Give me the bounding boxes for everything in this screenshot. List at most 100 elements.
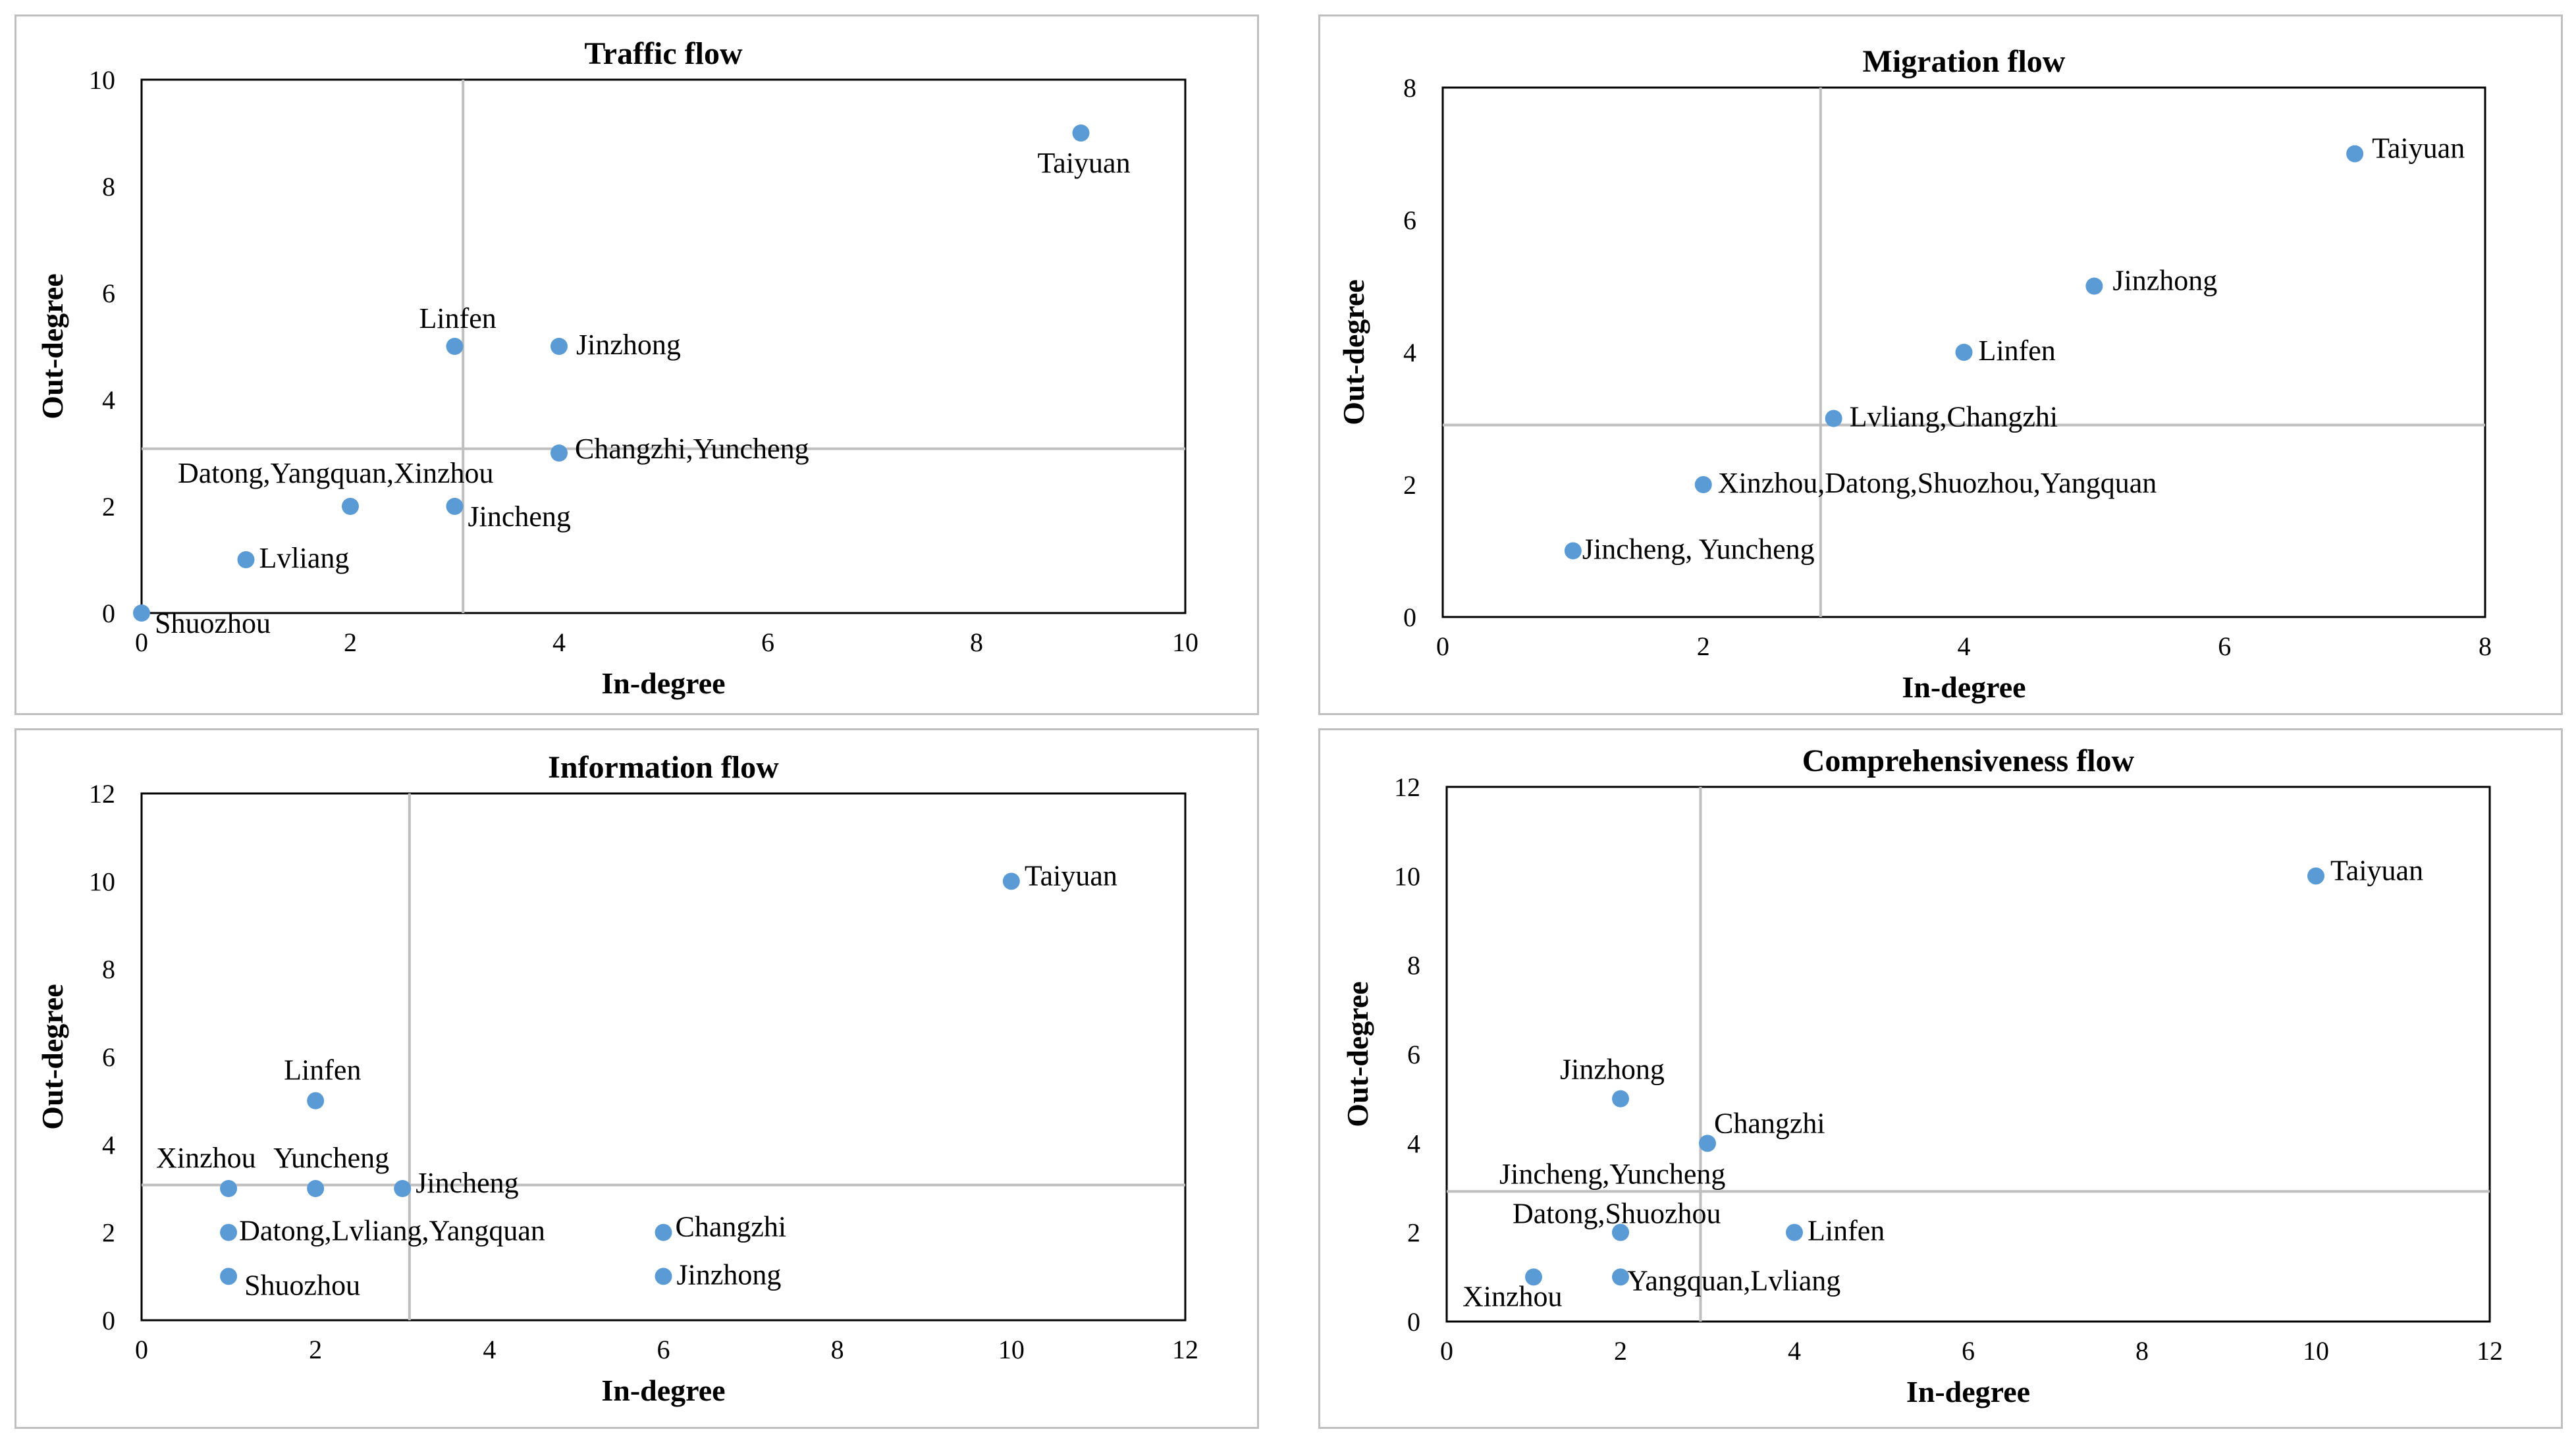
point-label: Datong,Shuozhou <box>1513 1198 1721 1230</box>
information-flow-svg: Information flow 0 2 4 6 8 10 12 0 2 4 6 8 10 12 In-deg… <box>36 750 1198 1407</box>
point-label: Taiyuan <box>1038 147 1131 179</box>
scatter-point <box>1564 542 1582 560</box>
scatter-point <box>1002 872 1020 890</box>
y-tick-label: 10 <box>89 65 115 95</box>
scatter-point <box>307 1092 325 1110</box>
y-tick-label: 8 <box>1407 951 1420 980</box>
y-tick-label: 10 <box>1394 861 1420 891</box>
x-tick-label: 0 <box>135 628 148 657</box>
scatter-point <box>2085 277 2103 295</box>
scatter-point <box>2307 867 2324 885</box>
y-tick-label: 2 <box>102 1218 115 1248</box>
point-label: Jincheng <box>416 1167 518 1199</box>
scatter-point <box>655 1223 672 1241</box>
point-label: Jinzhong <box>677 1258 782 1291</box>
point-label: Linfen <box>419 302 496 335</box>
comprehensiveness-flow-chart-panel: Comprehensiveness flow 0 2 4 6 8 10 12 0 2 4 6 8 10 12… <box>1318 728 2563 1429</box>
scatter-point <box>1612 1268 1629 1286</box>
x-tick-label: 8 <box>2479 631 2492 661</box>
point-label: Taiyuan <box>1025 859 1117 892</box>
x-tick-label: 4 <box>1788 1336 1801 1366</box>
information-flow-plot-area <box>140 792 1187 1322</box>
scatter-point <box>446 338 464 355</box>
point-label: Changzhi <box>676 1211 787 1243</box>
x-tick-label: 2 <box>309 1335 322 1364</box>
x-tick-label: 4 <box>483 1335 496 1364</box>
scatter-point <box>1072 124 1090 142</box>
point-label: Xinzhou <box>1462 1280 1563 1312</box>
y-tick-label: 4 <box>1403 338 1416 367</box>
point-label: Lvliang,Changzhi <box>1850 401 2058 433</box>
y-tick-label: 6 <box>102 279 115 308</box>
scatter-point <box>1525 1268 1542 1286</box>
migration-flow-title: Migration flow <box>1863 44 2066 79</box>
scatter-point <box>1612 1090 1629 1108</box>
scatter-point <box>133 604 150 622</box>
y-tick-label: 2 <box>1403 470 1416 500</box>
point-label: Changzhi,Yuncheng <box>575 433 809 465</box>
traffic-flow-svg: Traffic flow 0 2 4 6 8 10 0 2 4 6 8 10 In-degree Out-d… <box>36 36 1198 700</box>
information-flow-chart-panel: Information flow 0 2 4 6 8 10 12 0 2 4 6 8 10 12 In-deg… <box>14 728 1259 1429</box>
y-tick-label: 2 <box>1407 1218 1420 1248</box>
point-label: Jinzhong <box>576 329 681 361</box>
point-label: Jincheng <box>468 500 571 533</box>
x-tick-label: 4 <box>1958 631 1971 661</box>
x-tick-label: 8 <box>831 1335 844 1364</box>
x-tick-label: 6 <box>657 1335 670 1364</box>
point-label: Linfen <box>284 1054 361 1086</box>
point-label: Lvliang <box>259 542 350 574</box>
scatter-point <box>342 498 359 515</box>
x-tick-label: 12 <box>1172 1335 1198 1364</box>
scatter-point <box>550 338 568 355</box>
scatter-point <box>220 1223 238 1241</box>
y-tick-label: 8 <box>1403 73 1416 103</box>
y-tick-label: 10 <box>89 867 115 896</box>
migration-flow-chart-panel: Migration flow 0 2 4 6 8 0 2 4 6 8 In-degree Out-deg… <box>1318 14 2563 715</box>
point-label: Xinzhou <box>156 1142 256 1174</box>
information-flow-x-axis-label: In-degree <box>601 1374 725 1407</box>
y-tick-label: 12 <box>1394 772 1420 802</box>
migration-flow-x-axis-label: In-degree <box>1902 670 2026 704</box>
y-tick-label: 4 <box>102 1130 115 1160</box>
scatter-point <box>1694 476 1712 493</box>
scatter-point <box>2346 145 2364 163</box>
point-label: Xinzhou,Datong,Shuozhou,Yangquan <box>1718 467 2157 499</box>
information-flow-title: Information flow <box>548 750 779 785</box>
x-tick-label: 0 <box>135 1335 148 1364</box>
migration-flow-svg: Migration flow 0 2 4 6 8 0 2 4 6 8 In-degree Out-deg… <box>1337 44 2492 704</box>
scatter-point <box>1612 1223 1629 1241</box>
traffic-flow-x-axis-label: In-degree <box>601 666 725 700</box>
point-label: Jincheng,Yuncheng <box>1499 1158 1725 1191</box>
point-label: Linfen <box>1979 335 2056 367</box>
y-tick-label: 6 <box>102 1042 115 1072</box>
information-flow-y-axis-label: Out-degree <box>36 984 69 1129</box>
scatter-point <box>1955 344 1973 361</box>
y-tick-label: 0 <box>102 599 115 628</box>
x-tick-label: 10 <box>998 1335 1025 1364</box>
scatter-point <box>446 498 464 515</box>
x-tick-label: 2 <box>1614 1336 1627 1366</box>
scatter-point <box>220 1268 238 1285</box>
point-label: Jinzhong <box>2112 265 2217 297</box>
x-tick-label: 0 <box>1436 631 1449 661</box>
comprehensiveness-flow-x-axis-label: In-degree <box>1906 1375 2030 1408</box>
point-label: Datong,Yangquan,Xinzhou <box>178 457 494 489</box>
point-label: Linfen <box>1808 1215 1885 1247</box>
point-label: Jinzhong <box>1560 1054 1665 1086</box>
scatter-point <box>220 1180 238 1197</box>
comprehensiveness-flow-y-axis-label: Out-degree <box>1341 981 1374 1127</box>
point-label: Taiyuan <box>2372 132 2465 165</box>
point-label: Yuncheng <box>273 1142 389 1174</box>
y-tick-label: 4 <box>1407 1129 1420 1158</box>
y-tick-label: 12 <box>89 779 115 809</box>
scatter-point <box>655 1268 672 1285</box>
scatter-point <box>1699 1135 1716 1152</box>
x-tick-label: 2 <box>344 628 357 657</box>
comprehensiveness-flow-svg: Comprehensiveness flow 0 2 4 6 8 10 12 0 2 4 6 8 10 12… <box>1341 743 2503 1408</box>
x-tick-label: 6 <box>2218 631 2231 661</box>
y-tick-label: 8 <box>102 955 115 984</box>
y-tick-label: 0 <box>102 1306 115 1335</box>
x-tick-label: 0 <box>1440 1336 1453 1366</box>
scatter-point <box>237 551 255 568</box>
scatter-point <box>1786 1223 1803 1241</box>
